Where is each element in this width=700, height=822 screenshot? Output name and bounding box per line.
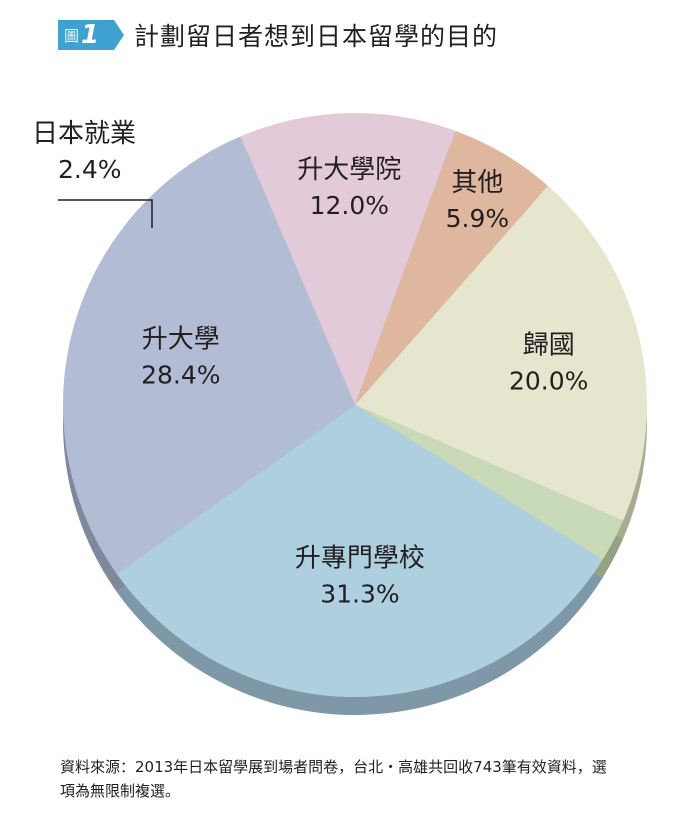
slice-label: 其他 [451,168,503,198]
pie-slice-2 [240,112,456,406]
figure-word: 圖 [64,26,80,45]
slice-value: 20.0% [509,367,588,396]
figure-number: 1 [81,20,100,50]
slice-label: 升大學院 [297,155,401,185]
leader-line [58,199,153,228]
slice-label: 日本就業 [32,119,136,149]
source-note: 資料來源：2013年日本留學展到場者問卷，台北・高雄共回收743筆有效資料，選項… [60,758,607,800]
slice-value: 12.0% [310,191,389,220]
pie-slice-4 [355,185,648,521]
pie-slice-5 [355,405,624,560]
chart-title: 計劃留日者想到日本留學的目的 [134,22,499,51]
slice-value: 31.3% [320,579,399,608]
slice-label: 升大學 [142,325,220,355]
badge-arrow [114,20,124,50]
pie-slice-0 [116,405,603,698]
slice-label: 歸國 [523,331,575,361]
slice-label: 升專門學校 [295,543,425,573]
slice-value: 28.4% [141,361,220,390]
figure-badge: 圖 1 [58,20,124,50]
slice-value: 5.9% [446,204,510,233]
pie-slice-3 [355,130,548,405]
figure-header: 圖 1 計劃留日者想到日本留學的目的 [58,14,498,56]
pie-slice-1 [62,136,356,574]
slice-value: 2.4% [58,155,122,184]
